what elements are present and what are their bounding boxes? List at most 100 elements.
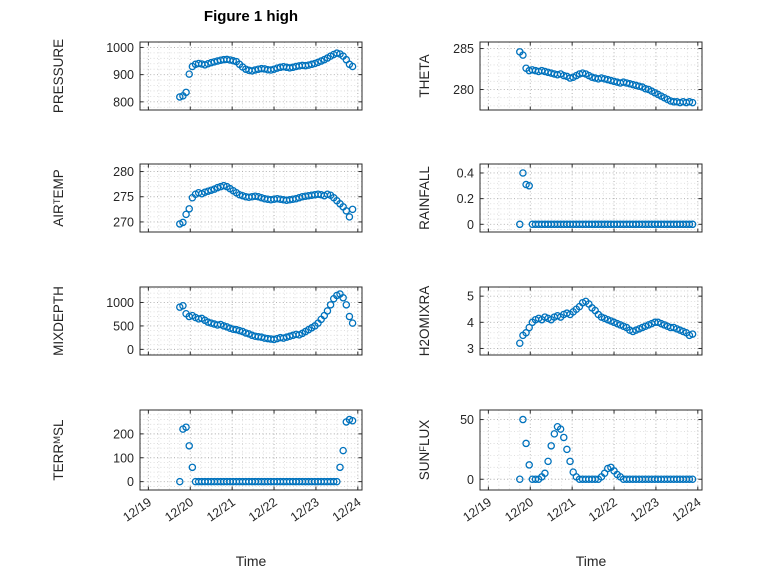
data-point: [544, 457, 552, 466]
data-point: [516, 339, 524, 347]
subplot-PRESSURE: 800 900 1000: [106, 41, 363, 111]
data-point: [292, 195, 300, 203]
data-point: [578, 69, 587, 77]
data-point: [204, 187, 212, 195]
data-point: [182, 88, 190, 97]
data-point: [235, 326, 244, 335]
data-point: [242, 329, 250, 337]
ylabel-text: AIR: [50, 204, 66, 227]
subplot-AIR_TEMP: 270 275 280: [113, 163, 363, 233]
data-point: [560, 433, 568, 442]
data-point: [185, 442, 193, 450]
ylabel-text: RAINFALL: [416, 166, 432, 230]
ylabel-text: SL: [50, 419, 66, 436]
ylabel-text: TERR: [50, 443, 66, 481]
data-point: [323, 190, 332, 198]
x-tick-label: 12/22: [586, 495, 620, 524]
ylabel-sun-flux: SUN F LUX: [414, 375, 434, 525]
data-point: [685, 220, 694, 229]
series-AIR_TEMP: [176, 181, 357, 228]
x-tick-label: 12/19: [460, 495, 494, 524]
data-point: [329, 477, 338, 486]
y-tick-label: 800: [113, 95, 134, 109]
data-point: [541, 469, 549, 478]
subplot-H2OMIXRA: 3 4 5: [467, 286, 703, 356]
y-tick-label: 0: [467, 218, 474, 232]
data-point: [685, 98, 694, 106]
ylabel-text: EMP: [50, 169, 66, 199]
data-point: [213, 183, 222, 192]
data-point: [516, 220, 524, 229]
ylabel-text: MIXDEPTH: [50, 286, 66, 356]
ylabel-text: F: [418, 446, 430, 452]
x-tick-label: 12/21: [544, 495, 578, 524]
data-point: [519, 169, 527, 177]
data-point: [333, 477, 341, 486]
ylabel-text: M: [52, 435, 64, 444]
series-RAINFALL: [516, 169, 697, 229]
y-tick-label: 1000: [106, 296, 134, 310]
data-point: [333, 49, 341, 57]
x-tick-label: 12/24: [330, 495, 364, 524]
data-point: [176, 477, 184, 486]
data-point: [201, 188, 209, 196]
series-H2OMIXRA: [516, 297, 697, 347]
data-point: [229, 57, 237, 65]
y-tick-label: 1000: [106, 41, 134, 55]
data-point: [560, 71, 568, 80]
ylabel-text: THETA: [416, 54, 432, 98]
xlabel-time-left: Time: [235, 553, 267, 569]
data-point: [179, 302, 187, 310]
xlabel-time-right: Time: [575, 553, 607, 569]
y-tick-label: 500: [113, 319, 134, 333]
y-tick-label: 0: [467, 473, 474, 487]
y-tick-label: 3: [467, 342, 474, 356]
data-point: [547, 442, 555, 450]
series-TERR_MSL: [176, 415, 357, 486]
subplot-THETA: 280 285: [453, 41, 703, 111]
axes-box: [139, 163, 363, 233]
y-tick-label: 280: [113, 165, 134, 179]
axes-box: [479, 409, 703, 491]
data-point: [525, 461, 533, 469]
data-point: [254, 192, 263, 201]
data-point: [522, 439, 530, 448]
data-point: [235, 190, 244, 199]
axes-box: [139, 41, 363, 111]
y-tick-label: 275: [113, 190, 134, 204]
data-point: [566, 74, 574, 82]
data-point: [339, 294, 347, 302]
y-tick-label: 270: [113, 215, 134, 229]
data-point: [185, 70, 193, 78]
data-point: [220, 181, 228, 190]
series-MIXDEPTH: [176, 290, 357, 344]
x-tick-label: 12/24: [670, 495, 704, 524]
axes-box: [139, 286, 363, 356]
x-tick-label: 12/21: [204, 495, 238, 524]
x-tick-label: 12/19: [120, 495, 154, 524]
series-THETA: [516, 48, 697, 107]
data-point: [188, 463, 197, 472]
y-tick-label: 0: [127, 475, 134, 489]
subplot-RAINFALL: 0 0.2 0.4: [457, 163, 703, 233]
data-point: [641, 84, 650, 93]
data-point: [556, 425, 565, 433]
ylabel-terr-msl: TERR M SL: [48, 375, 68, 525]
data-point: [348, 205, 357, 214]
figure-title: Figure 1 high: [203, 8, 299, 25]
data-point: [522, 329, 530, 337]
data-point: [563, 445, 571, 454]
data-point: [348, 319, 357, 327]
y-tick-label: 0.2: [457, 192, 474, 206]
grid: [480, 164, 702, 232]
ylabel-text: T: [52, 198, 64, 205]
data-point: [688, 220, 697, 229]
subplot-TERR_MSL: 0 100 200 12/19 12/20 12/21 12/22 12/23 12/24: [113, 409, 364, 524]
data-point: [635, 82, 643, 90]
ylabel-text: LUX: [416, 419, 432, 446]
y-tick-label: 285: [453, 42, 474, 56]
data-point: [519, 51, 527, 59]
y-tick-label: 900: [113, 68, 134, 82]
